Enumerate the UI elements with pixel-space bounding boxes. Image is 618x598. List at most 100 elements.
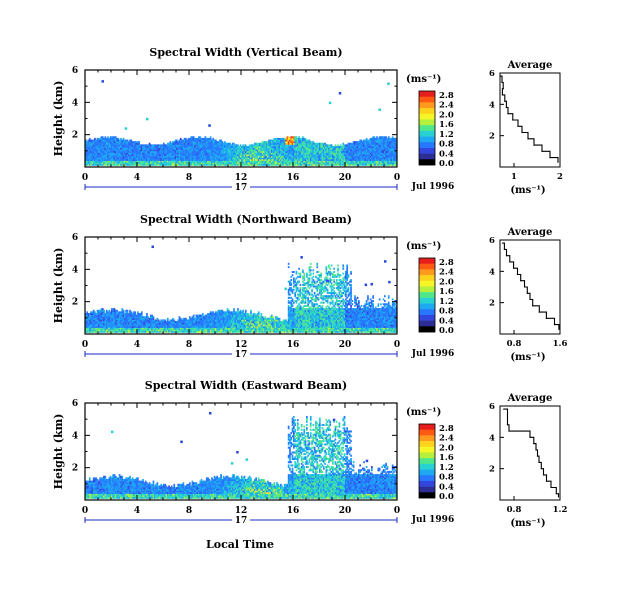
heatmap-cell xyxy=(108,155,111,158)
heatmap-cell xyxy=(91,155,94,158)
heatmap-cell xyxy=(265,157,268,160)
heatmap-cell xyxy=(152,158,155,161)
heatmap-cell xyxy=(116,142,118,145)
heatmap-cell xyxy=(86,152,88,155)
heatmap-cell xyxy=(137,144,139,147)
colorbar-segment xyxy=(419,119,435,126)
heatmap-cell xyxy=(220,149,222,152)
heatmap-cell xyxy=(87,154,90,157)
heatmap-cell xyxy=(194,160,196,163)
heatmap-cell xyxy=(103,137,105,140)
heatmap-cell xyxy=(113,137,116,140)
profile-x-tick-label: 2 xyxy=(557,172,563,182)
heatmap-cell xyxy=(217,154,220,157)
heatmap-cell xyxy=(92,154,95,157)
heatmap-cell xyxy=(281,144,283,147)
heatmap-cell xyxy=(98,145,100,148)
heatmap-cell xyxy=(238,162,241,165)
heatmap-cell xyxy=(116,158,118,161)
heatmap-cell xyxy=(181,139,183,142)
heatmap-cell xyxy=(174,157,177,160)
heatmap-cell xyxy=(142,150,144,153)
heatmap-cell xyxy=(86,144,88,147)
heatmap-cell xyxy=(156,162,159,165)
heatmap-cell xyxy=(199,154,202,157)
heatmap-cell xyxy=(222,142,225,145)
heatmap-cell xyxy=(213,141,216,144)
heatmap-cell xyxy=(94,150,96,153)
heatmap-cell xyxy=(143,163,146,166)
heatmap-cell xyxy=(207,144,209,147)
heatmap-cell xyxy=(114,154,117,157)
heatmap-cell xyxy=(150,157,152,160)
heatmap-cell xyxy=(137,141,139,144)
heatmap-cell xyxy=(161,150,164,153)
heatmap-cell xyxy=(135,152,138,155)
heatmap-cell xyxy=(280,162,282,165)
x-tick-label: 12 xyxy=(235,173,248,183)
heatmap-cell xyxy=(120,149,122,152)
heatmap-cell xyxy=(103,149,105,152)
heatmap-cell xyxy=(95,150,98,153)
heatmap-cell xyxy=(99,142,101,145)
heatmap-cell xyxy=(190,154,192,157)
heatmap-cell xyxy=(215,158,217,161)
heatmap-cell xyxy=(177,142,179,145)
heatmap-cell xyxy=(239,154,242,157)
heatmap-cell xyxy=(241,152,243,155)
heatmap-cell xyxy=(239,152,242,155)
heatmap-cell xyxy=(152,150,155,153)
heatmap-cell xyxy=(157,155,160,158)
heatmap-cell xyxy=(112,149,114,152)
heatmap-cell xyxy=(192,155,195,158)
heatmap-cell xyxy=(215,154,217,157)
heatmap-cell xyxy=(251,163,254,166)
heatmap-cell xyxy=(88,152,91,155)
heatmap-cell xyxy=(195,144,198,147)
heatmap-cell xyxy=(263,142,265,145)
heatmap-cell xyxy=(143,145,146,148)
heatmap-cell xyxy=(268,155,270,158)
heatmap-cell xyxy=(263,145,265,148)
heatmap-cell xyxy=(101,154,104,157)
heatmap-cell xyxy=(105,163,108,166)
heatmap-cell xyxy=(109,154,112,157)
heatmap-cell xyxy=(172,142,174,145)
heatmap-cell xyxy=(170,147,173,150)
heatmap-cell xyxy=(126,158,129,161)
heatmap-cell xyxy=(124,149,126,152)
heatmap-cell xyxy=(103,154,105,157)
heatmap-cell xyxy=(112,144,114,147)
heatmap-cell xyxy=(152,157,155,160)
heatmap-cell xyxy=(160,158,163,161)
heatmap-cell xyxy=(229,149,231,152)
heatmap-cell xyxy=(85,144,87,147)
heatmap-cell xyxy=(277,144,280,147)
heatmap-cell xyxy=(198,149,200,152)
heatmap-cell xyxy=(207,147,209,150)
heatmap-cell xyxy=(117,137,120,140)
heatmap-cell xyxy=(118,152,121,155)
heatmap-cell xyxy=(264,142,267,145)
heatmap-cell xyxy=(172,157,174,160)
heatmap-cell xyxy=(261,141,264,144)
heatmap-cell xyxy=(218,150,221,153)
heatmap-cell xyxy=(109,162,112,165)
heatmap-cell xyxy=(104,142,107,145)
heatmap-cell xyxy=(191,157,194,160)
heatmap-cell xyxy=(277,157,280,160)
heatmap-cell xyxy=(98,139,100,142)
heatmap-cell xyxy=(269,141,272,144)
heatmap-cell xyxy=(246,145,248,148)
heatmap-cell xyxy=(248,152,251,155)
heatmap-cell xyxy=(177,141,179,144)
heatmap-cell xyxy=(181,149,183,152)
heatmap-cell xyxy=(135,158,138,161)
heatmap-cell xyxy=(190,147,192,150)
heatmap-cell xyxy=(117,147,120,150)
heatmap-cell xyxy=(126,141,129,144)
heatmap-cell xyxy=(178,145,181,148)
heatmap-cell xyxy=(224,158,226,161)
heatmap-cell xyxy=(194,147,196,150)
